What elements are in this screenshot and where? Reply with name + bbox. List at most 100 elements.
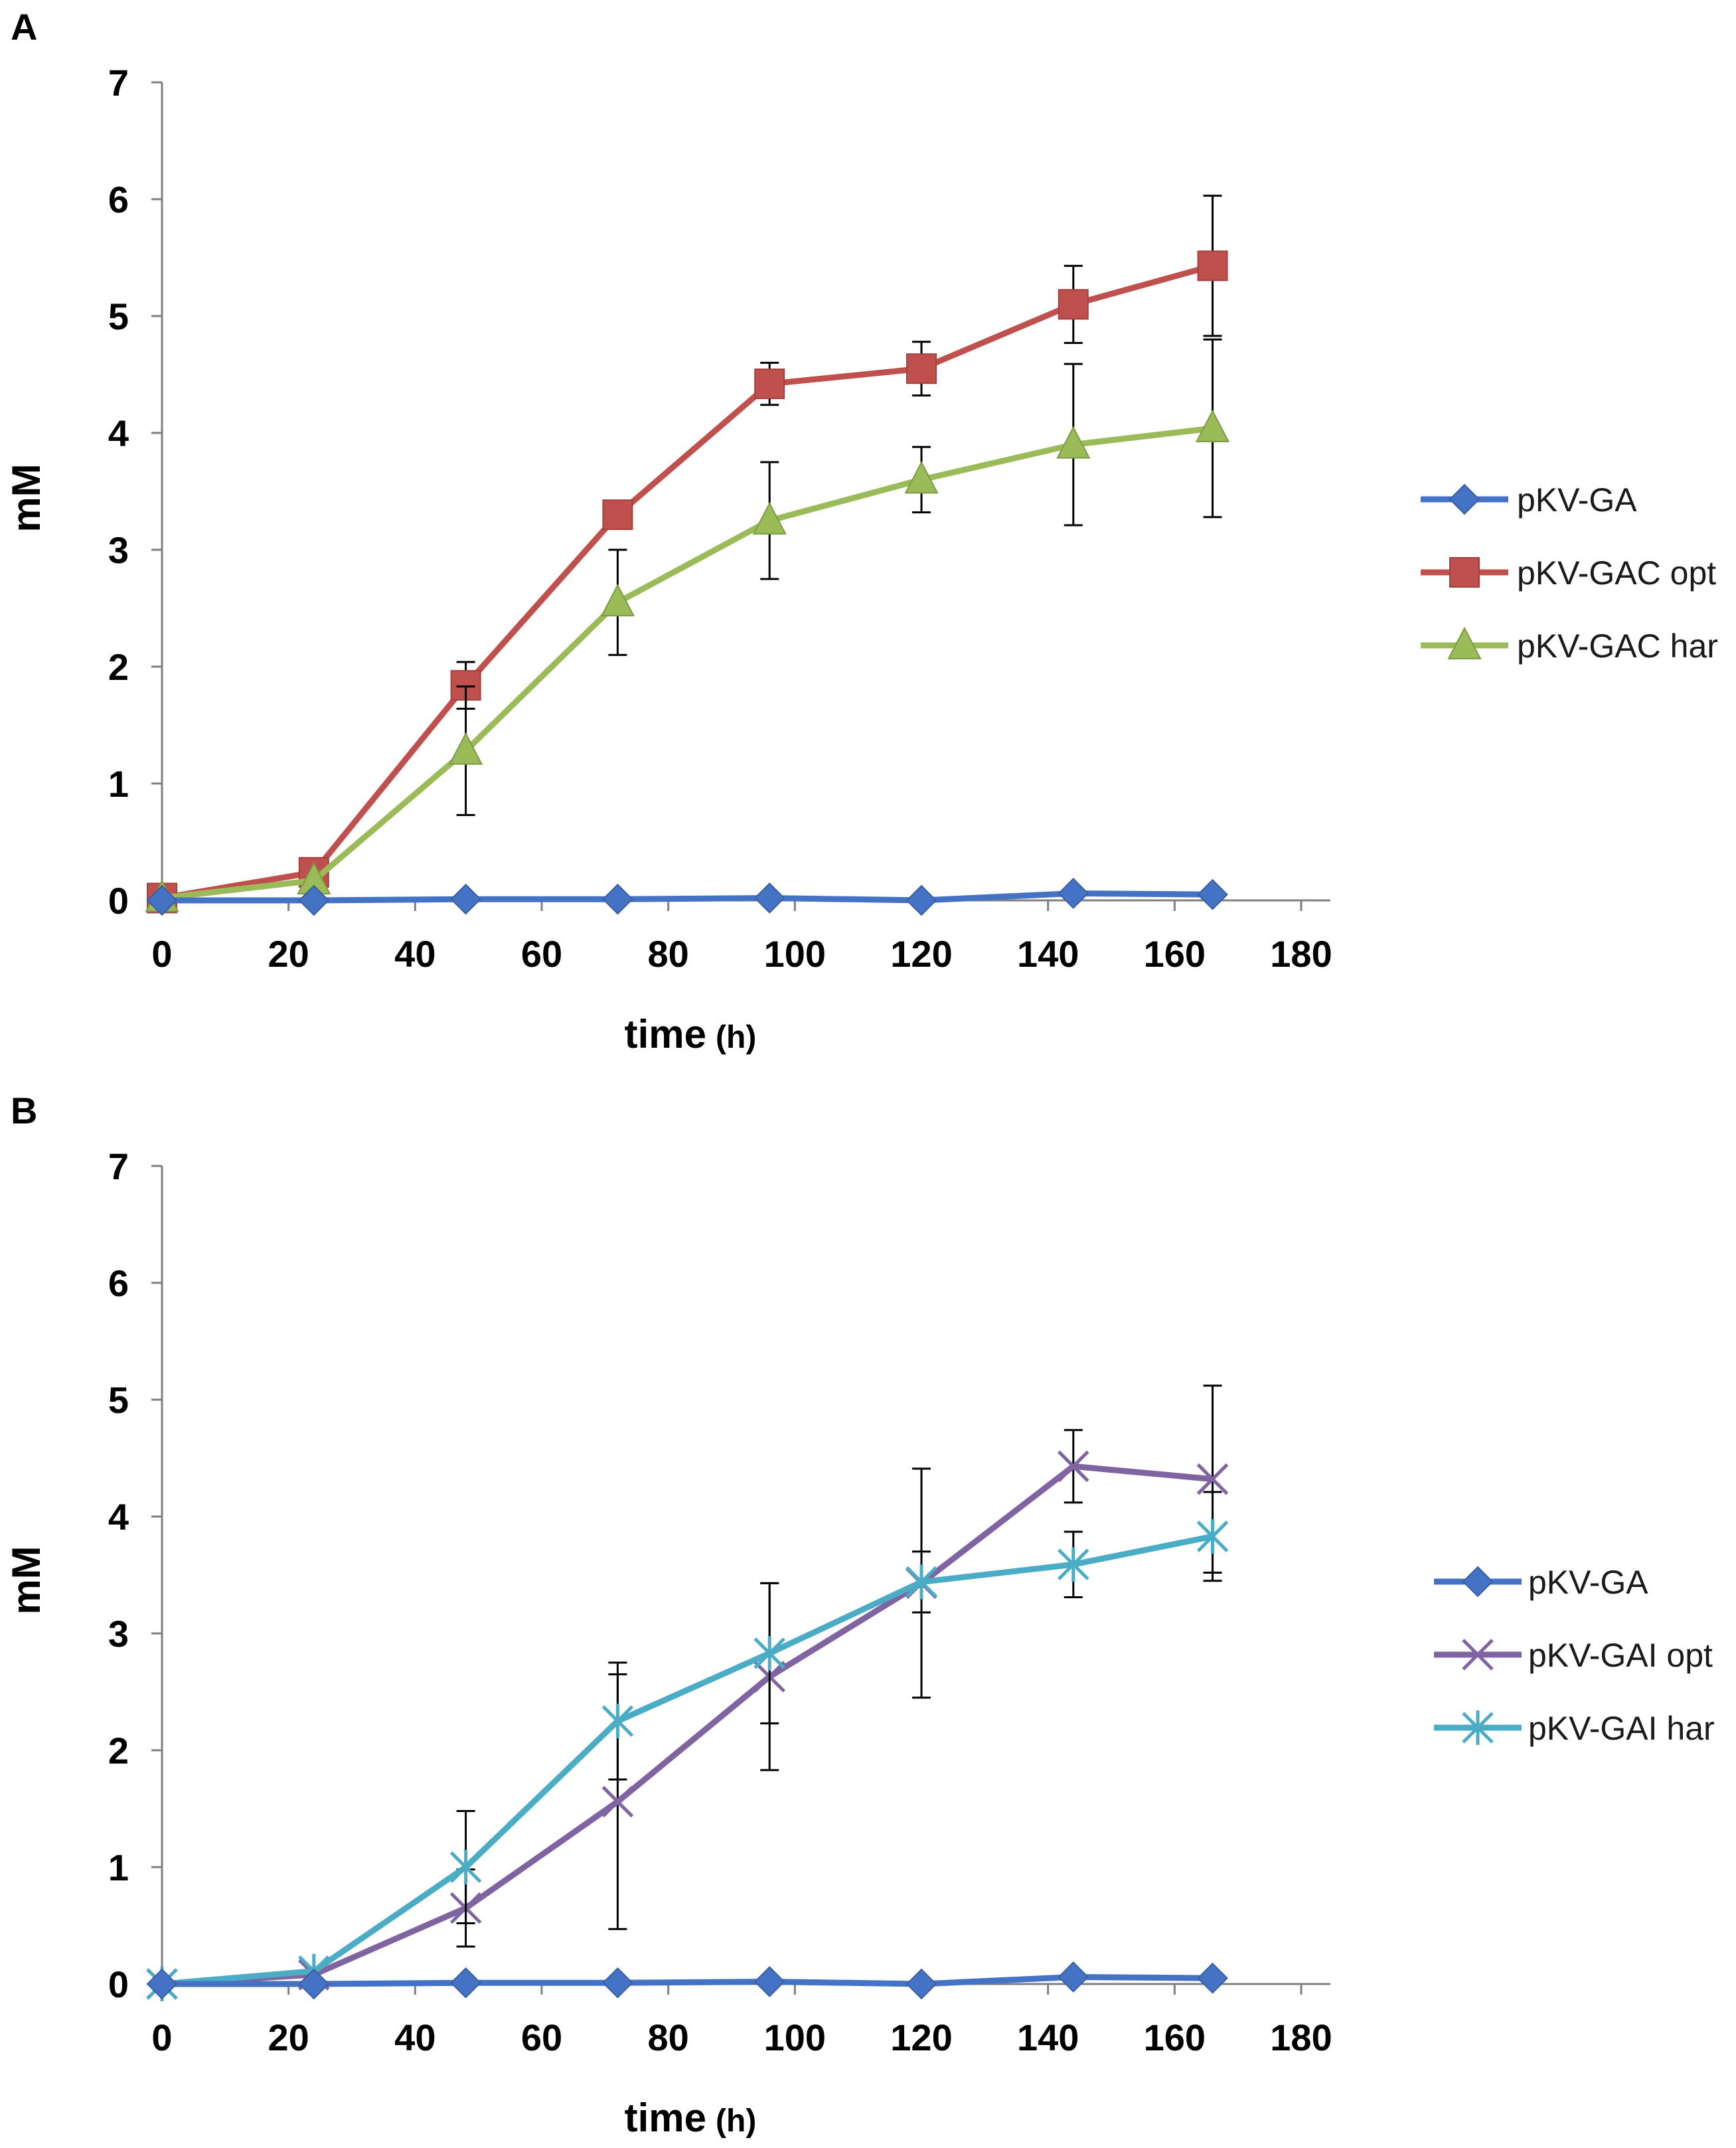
x-tick-label: 80	[648, 933, 689, 975]
y-tick-label: 4	[108, 1496, 129, 1538]
x-tick-label: 180	[1270, 933, 1332, 975]
data-point-marker	[1462, 1639, 1494, 1671]
legend-label: pKV-GAC har	[1517, 627, 1718, 665]
data-point-marker	[450, 883, 482, 915]
data-point-marker	[1058, 878, 1089, 909]
y-tick-label: 1	[108, 763, 129, 805]
y-tick-label: 7	[108, 62, 129, 104]
x-tick-label: 160	[1144, 933, 1206, 975]
x-axis-unit: (h)	[716, 2104, 756, 2139]
data-point-marker	[904, 461, 939, 494]
y-tick-label: 5	[108, 295, 129, 337]
legend-label: pKV-GA	[1517, 481, 1637, 519]
legend-label: pKV-GAI opt	[1528, 1637, 1713, 1674]
legend-label: pKV-GA	[1528, 1564, 1648, 1601]
legend-swatch	[1434, 1710, 1522, 1745]
data-point-marker	[753, 1635, 785, 1671]
y-tick-label: 6	[108, 179, 129, 220]
data-point-marker	[1058, 1961, 1089, 1993]
data-point-marker	[1197, 250, 1228, 282]
y-tick-label: 2	[108, 1730, 129, 1772]
data-point-marker	[146, 884, 178, 916]
y-tick-label: 4	[108, 412, 129, 454]
x-tick-label: 60	[521, 2017, 562, 2058]
legend: pKV-GA pKV-GAC opt pKV-GAC har	[1421, 481, 1718, 665]
x-tick-label: 20	[268, 933, 309, 975]
series-pkv-gai-har	[146, 1491, 1229, 2001]
legend-swatch	[1434, 1566, 1522, 1598]
data-point-marker	[754, 369, 785, 400]
legend: pKV-GA pKV-GAI opt pKV-GAI har	[1434, 1564, 1715, 1747]
series-line	[161, 425, 1214, 901]
x-axis-title-group: time (h)	[625, 1012, 757, 1056]
x-tick-label: 60	[521, 933, 562, 975]
data-point-marker	[752, 501, 787, 535]
legend-item: pKV-GAC har	[1421, 626, 1718, 665]
legend-item: pKV-GAI opt	[1434, 1637, 1713, 1674]
x-tick-label: 160	[1144, 2017, 1206, 2058]
data-point-marker	[450, 1967, 482, 1999]
x-axis-unit: (h)	[716, 1020, 756, 1055]
y-tick-label: 5	[108, 1379, 129, 1421]
x-tick-label: 100	[764, 2017, 826, 2058]
legend-item: pKV-GAC opt	[1421, 554, 1716, 592]
x-axis-title-group: time (h)	[625, 2096, 757, 2140]
x-tick-label: 100	[764, 933, 826, 975]
series-layer	[146, 1384, 1229, 2001]
chart-panel-a: A 0 1 2 3 4 5 6 7 0 20 40 60 80 100 120 140 160 180 mM t…	[4, 6, 1718, 1056]
legend-label: pKV-GAI har	[1528, 1710, 1715, 1747]
chart-panel-b: B 0 1 2 3 4 5 6 7 0 20 40 60 80 100 120 140 160 180 mM t…	[4, 1090, 1715, 2140]
data-point-marker	[1462, 1710, 1494, 1745]
data-point-marker	[906, 1968, 937, 2000]
legend-swatch	[1421, 626, 1508, 659]
data-point-marker	[1197, 1962, 1228, 1994]
series-line	[161, 1533, 1214, 1987]
data-point-marker	[448, 732, 483, 765]
y-tick-label: 2	[108, 646, 129, 688]
data-point-marker	[906, 353, 937, 384]
x-tick-label: 40	[394, 933, 435, 975]
x-axis-ticks: 0 20 40 60 80 100 120 140 160 180	[151, 1984, 1332, 2058]
y-tick-label: 3	[108, 1613, 129, 1655]
legend-swatch	[1421, 557, 1508, 588]
series-line	[161, 262, 1214, 901]
x-axis-ticks: 0 20 40 60 80 100 120 140 160 180	[151, 900, 1332, 975]
data-point-marker	[298, 1968, 330, 2000]
data-point-marker	[1056, 426, 1091, 459]
series-line	[162, 1973, 1213, 1987]
data-point-marker	[601, 1967, 633, 1999]
x-tick-label: 80	[648, 2017, 689, 2058]
series-line	[161, 1463, 1213, 1987]
data-point-marker	[1462, 1566, 1494, 1598]
y-axis-title: mM	[4, 1546, 48, 1614]
x-tick-label: 20	[268, 2017, 309, 2058]
x-axis-title: time	[625, 1012, 706, 1056]
data-point-marker	[1449, 557, 1480, 588]
data-point-marker	[906, 1564, 937, 1600]
legend-swatch	[1434, 1639, 1522, 1671]
x-axis-title: time	[625, 2096, 706, 2140]
y-tick-label: 0	[108, 1963, 129, 2005]
legend-item: pKV-GA	[1434, 1564, 1648, 1601]
series-pkv-ga	[146, 1961, 1228, 2000]
x-tick-label: 0	[151, 933, 172, 975]
x-tick-label: 180	[1270, 2017, 1332, 2058]
data-point-marker	[753, 882, 785, 914]
data-point-marker	[146, 1968, 178, 2000]
y-tick-label: 1	[108, 1847, 129, 1888]
series-line	[162, 890, 1213, 904]
x-tick-label: 140	[1017, 933, 1079, 975]
data-point-marker	[753, 1966, 785, 1997]
legend-item: pKV-GA	[1421, 481, 1637, 519]
data-point-marker	[601, 1785, 634, 1818]
data-point-marker	[1449, 483, 1480, 515]
y-tick-label: 7	[108, 1145, 129, 1187]
legend-swatch	[1421, 483, 1508, 515]
y-tick-label: 6	[108, 1262, 129, 1304]
x-tick-label: 120	[890, 933, 952, 975]
data-point-marker	[1196, 1463, 1229, 1495]
data-point-marker	[1058, 1547, 1089, 1582]
data-point-marker	[601, 883, 633, 915]
data-point-marker	[600, 584, 635, 617]
